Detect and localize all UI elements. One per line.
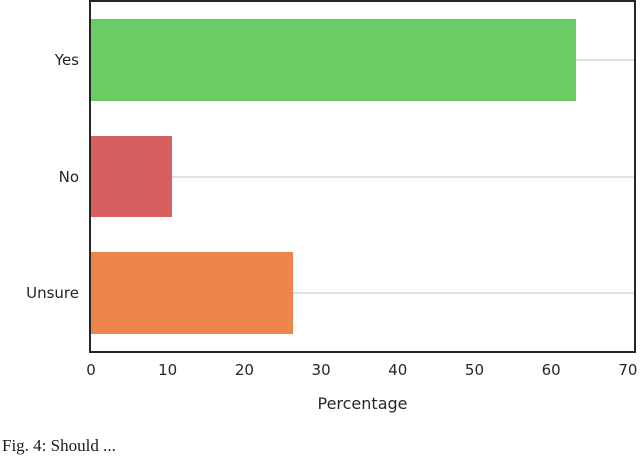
x-tick-label-50: 50: [464, 361, 485, 379]
y-tick-label-yes: Yes: [54, 51, 79, 70]
x-tick-label-40: 40: [388, 361, 408, 379]
plot-area: [89, 0, 636, 353]
figure-caption: Fig. 4: Should ...: [2, 436, 116, 455]
y-axis: Yes No Unsure: [0, 2, 79, 351]
x-tick-label-10: 10: [158, 361, 178, 379]
gridline-no: [91, 175, 634, 178]
x-tick-label-70: 70: [618, 361, 638, 379]
bar-yes: [91, 19, 576, 101]
x-tick-label-30: 30: [311, 361, 331, 379]
x-axis-title: Percentage: [317, 394, 408, 413]
gridline-unsure: [91, 291, 634, 294]
x-tick-label-20: 20: [234, 361, 254, 379]
x-axis: 0 10 20 30 40 50 60 70: [86, 361, 638, 381]
y-tick-label-no: No: [58, 167, 79, 186]
x-tick-label-60: 60: [541, 361, 561, 379]
x-tick-label-0: 0: [86, 361, 96, 379]
y-tick-label-unsure: Unsure: [26, 283, 79, 302]
bar-no: [91, 135, 172, 218]
bar-unsure: [91, 252, 293, 334]
